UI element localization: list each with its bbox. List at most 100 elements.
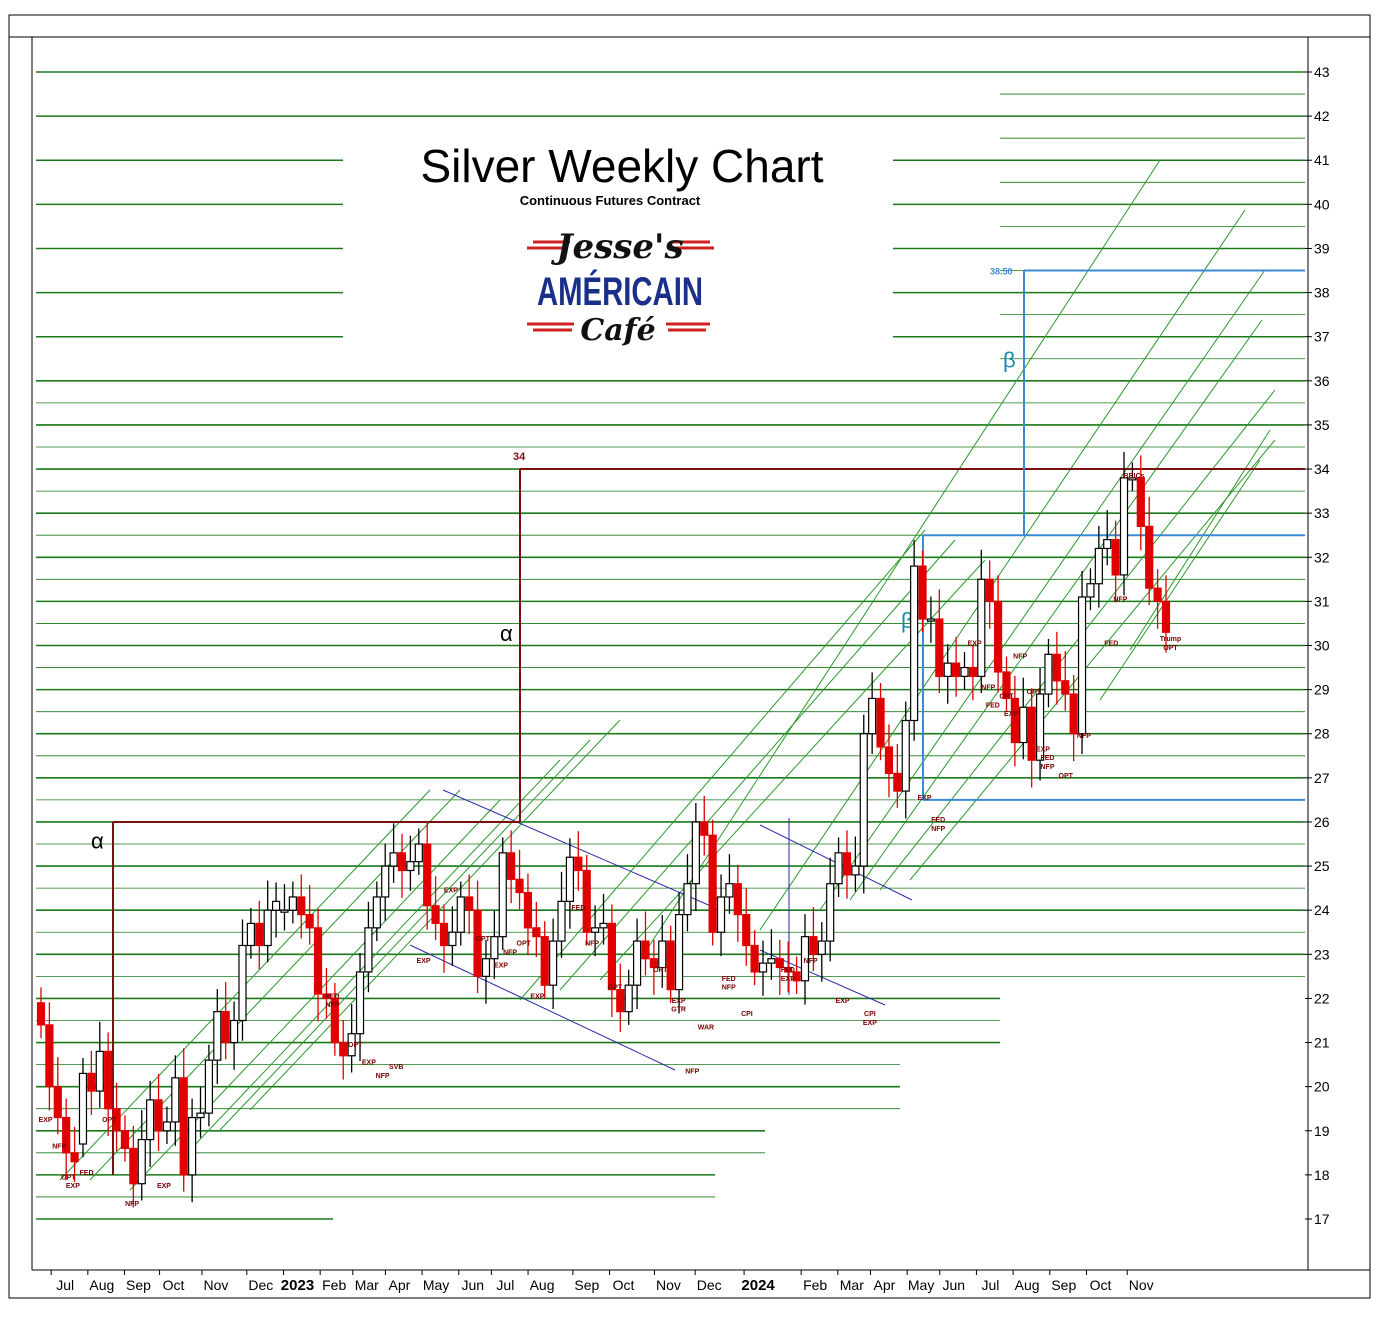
event-annotation: OPT (348, 1042, 363, 1049)
candle-body (523, 891, 533, 929)
candle-body (95, 1050, 104, 1092)
candle-body (129, 1147, 138, 1185)
event-annotation: NFP (1040, 764, 1054, 771)
candle-body (473, 909, 482, 977)
candle (154, 1073, 163, 1152)
event-annotation: NFP (1077, 733, 1091, 740)
candle (1061, 651, 1070, 711)
x-tick-label: Aug (530, 1277, 555, 1293)
event-annotation: EXP (66, 1183, 80, 1190)
candle (834, 837, 843, 897)
candle-body (1077, 596, 1087, 735)
candle (62, 1098, 71, 1181)
candle (246, 907, 255, 959)
candle-body (851, 865, 860, 876)
y-tick-label: 19 (1314, 1123, 1330, 1139)
candle-body (1111, 539, 1120, 576)
channel-line (849, 319, 1263, 901)
candle-body (792, 971, 801, 982)
event-annotation: EXP (1036, 746, 1050, 753)
candle-body (968, 666, 978, 677)
x-tick-label: Jul (496, 1277, 514, 1293)
candle-body (456, 896, 465, 933)
candle-body (742, 914, 751, 947)
candle-body (884, 746, 894, 775)
candle-body (658, 940, 667, 969)
event-annotation: FED (931, 817, 945, 824)
candle (591, 905, 600, 957)
event-annotation: EXP (1004, 711, 1018, 718)
candle (397, 833, 407, 898)
candle (305, 885, 314, 945)
candle-body (339, 1041, 348, 1057)
x-tick-label: Dec (248, 1277, 273, 1293)
candle (221, 982, 230, 1060)
candle-body (993, 600, 1003, 673)
candle (549, 918, 558, 1010)
candle (406, 835, 415, 891)
candle (507, 830, 516, 904)
candle (129, 1125, 138, 1208)
candle-body (859, 733, 868, 867)
x-tick-label: 2024 (741, 1277, 775, 1294)
event-annotation: OPT (61, 1174, 76, 1181)
y-tick-label: 21 (1314, 1035, 1330, 1051)
candle (968, 645, 978, 701)
event-annotation: NFP (125, 1201, 139, 1208)
candle-body (423, 843, 432, 907)
candle (1077, 570, 1087, 755)
x-tick-label: Sep (1051, 1277, 1076, 1293)
event-annotation: EXP (863, 1020, 877, 1027)
y-axis-ticks: 17 18 19 20 21 22 23 24 25 26 27 28 29 30 31 32 33 34 35 36… (1305, 64, 1330, 1227)
candle-body (162, 1121, 172, 1132)
candle (263, 880, 272, 963)
candle (456, 881, 465, 946)
x-axis-ticks: Jul Aug Sep Oct Nov Dec 2023 Feb Mar Apr May Jun Jul… (50, 1270, 1154, 1294)
event-annotation: OPT (653, 967, 668, 974)
candle (297, 874, 306, 939)
event-annotation: NFP (325, 1002, 339, 1009)
x-tick-label: 2023 (281, 1277, 314, 1294)
candle (439, 904, 449, 973)
channel-line (1129, 429, 1271, 651)
candle (423, 821, 432, 930)
down-channel-line (409, 944, 676, 1071)
candle-body (842, 852, 852, 876)
channel-line (599, 559, 986, 981)
event-annotation: NFP (1013, 654, 1027, 661)
candle (649, 939, 658, 995)
candle-body (62, 1116, 71, 1154)
channel-line (89, 789, 461, 1181)
candle-body (490, 936, 499, 960)
candle-body (1019, 706, 1028, 744)
candle (1128, 462, 1137, 492)
candle-body (700, 821, 709, 836)
candle-body (540, 936, 549, 986)
y-tick-label: 26 (1314, 814, 1330, 830)
candle (901, 701, 910, 819)
event-annotation: NFP (503, 949, 517, 956)
candle-body (901, 719, 910, 792)
candle (355, 952, 365, 1062)
alpha-label: α (500, 621, 513, 646)
candle-body (691, 821, 700, 885)
candle-body (406, 861, 415, 872)
candle-body (313, 927, 323, 995)
candle-body (36, 1002, 46, 1026)
candle (481, 939, 491, 1004)
candle-body (599, 922, 608, 929)
candle (935, 589, 944, 694)
candle (171, 1055, 180, 1146)
candle (767, 929, 776, 980)
candle (414, 828, 423, 875)
x-tick-label: Dec (697, 1277, 722, 1293)
y-tick-label: 27 (1314, 770, 1330, 786)
candle (851, 836, 860, 892)
candle-body (1136, 477, 1145, 527)
candle (616, 963, 625, 1032)
x-tick-label: Oct (163, 1277, 185, 1293)
candle (775, 939, 784, 995)
candle (1136, 455, 1145, 551)
candle-body (381, 865, 390, 898)
